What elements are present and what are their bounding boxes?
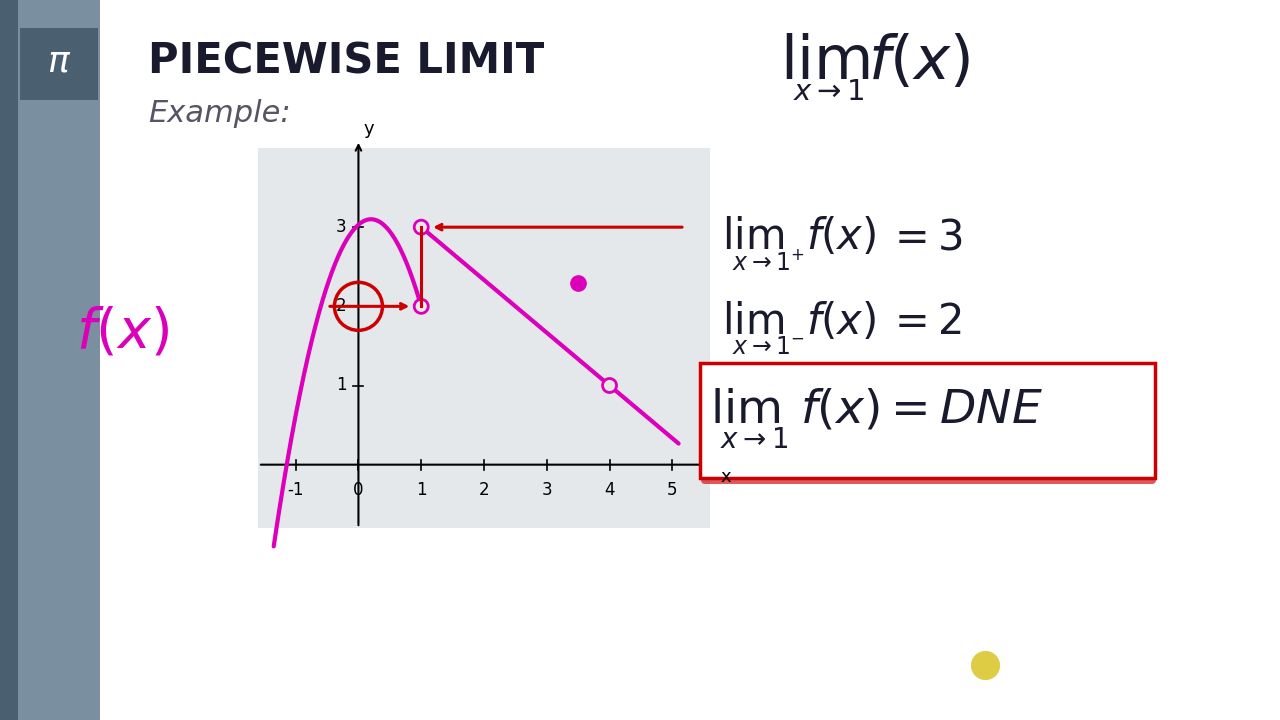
Text: 3: 3 <box>335 218 347 236</box>
Circle shape <box>603 379 617 392</box>
Text: 3: 3 <box>541 481 552 499</box>
Text: $f(x)$: $f(x)$ <box>76 305 169 359</box>
Text: 4: 4 <box>604 481 614 499</box>
Text: -1: -1 <box>288 481 303 499</box>
Text: x: x <box>719 468 731 486</box>
Text: $f(x)$: $f(x)$ <box>806 216 877 258</box>
Text: $\lim$: $\lim$ <box>722 216 785 258</box>
Text: $= 3$: $= 3$ <box>886 216 963 258</box>
Text: 2: 2 <box>479 481 489 499</box>
FancyBboxPatch shape <box>20 28 99 100</box>
Circle shape <box>415 300 429 313</box>
Text: $\lim$: $\lim$ <box>780 32 870 92</box>
Text: $\pi$: $\pi$ <box>47 45 72 79</box>
Text: $x{\rightarrow}1$: $x{\rightarrow}1$ <box>794 78 864 106</box>
Text: $f(x) = DNE$: $f(x) = DNE$ <box>800 387 1043 433</box>
FancyBboxPatch shape <box>700 363 1155 478</box>
Text: $f(x)$: $f(x)$ <box>868 32 970 92</box>
Text: $\lim$: $\lim$ <box>722 301 785 343</box>
Text: PIECEWISE LIMIT: PIECEWISE LIMIT <box>148 41 544 83</box>
Text: 2: 2 <box>335 297 347 315</box>
Text: y: y <box>364 120 374 138</box>
Text: 1: 1 <box>335 377 347 395</box>
Text: 1: 1 <box>416 481 426 499</box>
Text: $f(x)$: $f(x)$ <box>806 301 877 343</box>
Text: $= 2$: $= 2$ <box>886 301 961 343</box>
FancyBboxPatch shape <box>259 148 710 528</box>
Text: $x{\rightarrow}1^{-}$: $x{\rightarrow}1^{-}$ <box>732 336 805 359</box>
FancyBboxPatch shape <box>0 0 100 720</box>
Text: $\lim$: $\lim$ <box>710 387 781 433</box>
Circle shape <box>415 220 429 234</box>
Text: 0: 0 <box>353 481 364 499</box>
Text: Example:: Example: <box>148 99 291 127</box>
Text: $x{\rightarrow}1$: $x{\rightarrow}1$ <box>719 426 788 454</box>
FancyBboxPatch shape <box>0 0 18 720</box>
Text: $x{\rightarrow}1^{+}$: $x{\rightarrow}1^{+}$ <box>732 250 805 274</box>
Text: 5: 5 <box>667 481 677 499</box>
